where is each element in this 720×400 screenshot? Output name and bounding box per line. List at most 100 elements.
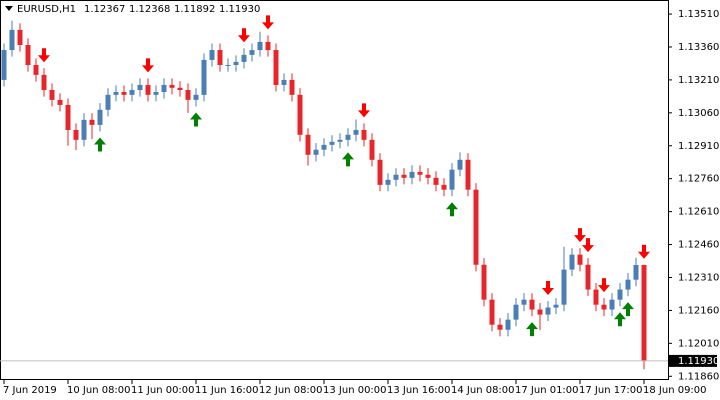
candle-body <box>617 289 623 300</box>
sell-arrow <box>142 58 154 73</box>
symbol-title: EURUSD,H1 <box>17 4 76 15</box>
sell-arrow <box>358 103 370 118</box>
candle-body <box>497 324 503 330</box>
candle-body <box>577 254 583 265</box>
candle-body <box>457 159 463 170</box>
candle-body <box>257 41 263 51</box>
candle-body <box>17 29 23 46</box>
candle-body <box>417 171 423 175</box>
candle-body <box>41 74 47 91</box>
sell-arrow <box>38 48 50 63</box>
y-tick-label: 1.13210 <box>678 75 719 86</box>
candle-body <box>289 79 295 95</box>
header-triangle <box>5 6 13 11</box>
sell-arrow <box>582 238 594 253</box>
candle-body <box>137 84 143 91</box>
x-tick-label: 13 Jun 16:00 <box>387 385 451 396</box>
x-tick-label: 13 Jun 00:00 <box>323 385 387 396</box>
y-tick-label: 1.12310 <box>678 272 719 283</box>
y-tick-label: 1.12610 <box>678 207 719 218</box>
candle-body <box>561 269 567 305</box>
price-tag <box>669 354 717 367</box>
sell-arrow <box>238 28 250 43</box>
sell-arrow <box>574 228 586 243</box>
candle-body <box>473 189 479 265</box>
candle-body <box>121 91 127 95</box>
candle-body <box>297 94 303 135</box>
x-tick-label: 11 Jun 00:00 <box>131 385 195 396</box>
candle-body <box>1 50 7 80</box>
candle-body <box>401 174 407 178</box>
candle-body <box>513 304 519 320</box>
candle-body <box>233 61 239 65</box>
candle-body <box>409 171 415 178</box>
plot-frame <box>0 0 669 380</box>
candle-body <box>89 119 95 125</box>
y-tick-label: 1.12010 <box>678 338 719 349</box>
candle-body <box>169 84 175 88</box>
candle-body <box>425 174 431 178</box>
candle-body <box>113 91 119 95</box>
y-tick-label: 1.13510 <box>678 9 719 20</box>
candle-body <box>97 109 103 125</box>
candle-body <box>225 64 231 66</box>
sell-arrow <box>638 244 650 259</box>
candle-body <box>321 144 327 150</box>
candle-body <box>81 119 87 140</box>
candle-body <box>105 94 111 110</box>
candle-body <box>241 54 247 62</box>
buy-arrow <box>190 112 202 127</box>
candle-body <box>161 84 167 92</box>
candle-body <box>209 50 215 60</box>
candle-body <box>393 174 399 180</box>
buy-arrow <box>342 152 354 167</box>
candle-body <box>73 129 79 140</box>
candle-body <box>489 299 495 325</box>
sell-arrow <box>598 278 610 293</box>
candle-body <box>65 104 71 130</box>
buy-arrow <box>526 322 538 337</box>
x-tick-label: 17 Jun 17:00 <box>579 385 643 396</box>
candle-body <box>329 141 335 145</box>
buy-arrow <box>614 312 626 327</box>
candle-body <box>201 59 207 95</box>
candle-body <box>281 79 287 85</box>
header-open: 1.12367 <box>84 4 125 15</box>
y-tick-label: 1.13360 <box>678 42 719 53</box>
candle-body <box>273 50 279 85</box>
x-tick-label: 7 Jun 2019 <box>3 385 57 396</box>
buy-arrow <box>94 137 106 152</box>
x-tick-label: 18 Jun 09:00 <box>643 385 707 396</box>
candle-body <box>601 304 607 310</box>
candle-body <box>177 87 183 91</box>
y-tick-label: 1.12460 <box>678 240 719 251</box>
header-close: 1.11930 <box>219 4 260 15</box>
candle-body <box>337 139 343 142</box>
y-tick-label: 1.12760 <box>678 174 719 185</box>
candle-body <box>433 177 439 185</box>
candle-body <box>529 299 535 310</box>
candle-body <box>193 94 199 100</box>
buy-arrow <box>622 302 634 317</box>
candle-body <box>569 254 575 270</box>
candle-body <box>449 169 455 190</box>
y-tick-label: 1.13060 <box>678 108 719 119</box>
candle-body <box>633 264 639 280</box>
candle-body <box>305 134 311 155</box>
candle-body <box>345 134 351 140</box>
x-tick-label: 14 Jun 08:00 <box>451 385 515 396</box>
candle-body <box>593 289 599 305</box>
y-tick-label: 1.11860 <box>678 371 719 382</box>
candle-body <box>369 139 375 160</box>
candle-body <box>553 304 559 308</box>
candle-body <box>361 129 367 140</box>
candle-body <box>537 309 543 315</box>
candle-body <box>609 299 615 310</box>
candle-body <box>353 129 359 135</box>
y-tick-label: 1.12160 <box>678 305 719 316</box>
y-tick-label: 1.12910 <box>678 141 719 152</box>
candle-body <box>377 159 383 185</box>
candle-body <box>265 41 271 51</box>
